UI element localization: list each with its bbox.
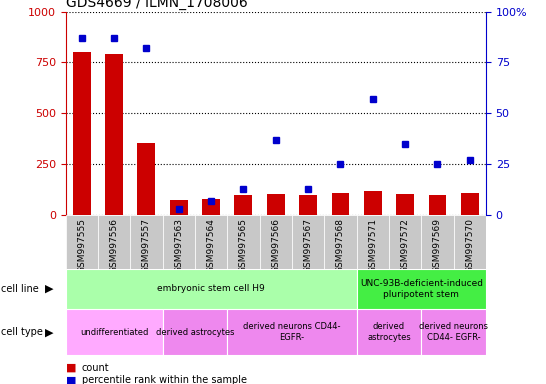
Text: GSM997566: GSM997566 xyxy=(271,218,280,273)
Bar xyxy=(66,269,357,309)
Text: GSM997565: GSM997565 xyxy=(239,218,248,273)
Text: GSM997567: GSM997567 xyxy=(304,218,312,273)
Text: GSM997556: GSM997556 xyxy=(110,218,118,273)
Bar xyxy=(259,215,292,269)
Bar xyxy=(364,190,382,215)
Bar xyxy=(170,200,188,215)
Bar xyxy=(299,195,317,215)
Bar xyxy=(163,215,195,269)
Text: undifferentiated: undifferentiated xyxy=(80,328,148,337)
Bar xyxy=(389,215,422,269)
Bar xyxy=(267,194,284,215)
Bar xyxy=(292,215,324,269)
Bar xyxy=(357,269,486,309)
Text: derived
astrocytes: derived astrocytes xyxy=(367,323,411,342)
Bar xyxy=(422,215,454,269)
Bar xyxy=(429,195,446,215)
Bar xyxy=(422,309,486,355)
Text: ▶: ▶ xyxy=(45,284,54,294)
Text: derived neurons CD44-
EGFR-: derived neurons CD44- EGFR- xyxy=(243,323,341,342)
Bar xyxy=(138,143,155,215)
Text: GSM997555: GSM997555 xyxy=(77,218,86,273)
Text: GSM997569: GSM997569 xyxy=(433,218,442,273)
Bar xyxy=(227,309,357,355)
Text: GSM997572: GSM997572 xyxy=(401,218,410,273)
Bar xyxy=(227,215,259,269)
Bar xyxy=(357,309,422,355)
Text: GSM997557: GSM997557 xyxy=(142,218,151,273)
Bar xyxy=(461,193,479,215)
Text: GSM997563: GSM997563 xyxy=(174,218,183,273)
Bar xyxy=(357,215,389,269)
Text: derived astrocytes: derived astrocytes xyxy=(156,328,234,337)
Text: percentile rank within the sample: percentile rank within the sample xyxy=(82,375,247,384)
Text: ▶: ▶ xyxy=(45,327,54,337)
Bar xyxy=(66,309,163,355)
Bar xyxy=(130,215,163,269)
Bar xyxy=(98,215,130,269)
Text: derived neurons
CD44- EGFR-: derived neurons CD44- EGFR- xyxy=(419,323,488,342)
Text: UNC-93B-deficient-induced
pluripotent stem: UNC-93B-deficient-induced pluripotent st… xyxy=(360,279,483,299)
Text: embryonic stem cell H9: embryonic stem cell H9 xyxy=(157,285,265,293)
Bar xyxy=(163,309,227,355)
Text: ■: ■ xyxy=(66,375,76,384)
Bar xyxy=(195,215,227,269)
Bar xyxy=(324,215,357,269)
Bar xyxy=(331,193,349,215)
Text: cell line: cell line xyxy=(1,284,39,294)
Text: GSM997571: GSM997571 xyxy=(368,218,377,273)
Bar xyxy=(202,199,220,215)
Bar xyxy=(454,215,486,269)
Bar xyxy=(396,194,414,215)
Text: count: count xyxy=(82,363,110,373)
Bar xyxy=(66,215,98,269)
Text: GSM997568: GSM997568 xyxy=(336,218,345,273)
Text: GDS4669 / ILMN_1708006: GDS4669 / ILMN_1708006 xyxy=(66,0,247,10)
Bar xyxy=(105,54,123,215)
Text: cell type: cell type xyxy=(1,327,43,337)
Text: GSM997570: GSM997570 xyxy=(465,218,474,273)
Text: ■: ■ xyxy=(66,363,76,373)
Text: GSM997564: GSM997564 xyxy=(206,218,216,273)
Bar xyxy=(234,195,252,215)
Bar xyxy=(73,52,91,215)
